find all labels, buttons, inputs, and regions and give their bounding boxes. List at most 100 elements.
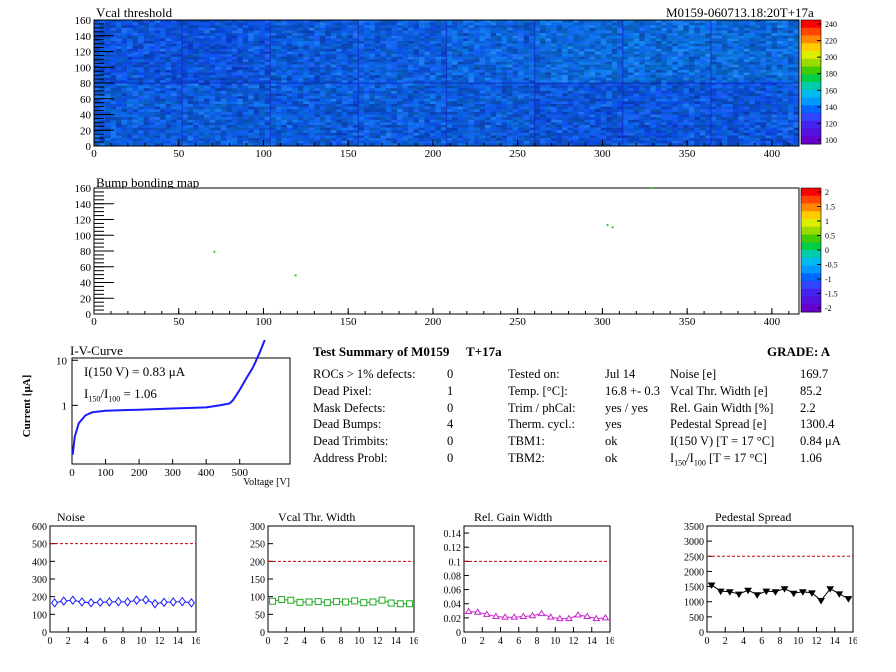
map1-cell (407, 30, 414, 34)
map1-cell (754, 75, 761, 79)
map1-cell (639, 25, 646, 29)
map1-cell (771, 20, 778, 23)
map1-cell (556, 69, 563, 73)
map1-cell (655, 117, 662, 121)
map1-cell (407, 111, 414, 115)
map1-cell (303, 41, 310, 44)
map1-cell (413, 77, 420, 81)
map1-cell (424, 38, 431, 42)
map1-cell (452, 30, 458, 34)
map1-cell (479, 51, 486, 55)
map1-cell (782, 111, 789, 115)
map1-cell (209, 117, 216, 121)
map1-cell (694, 43, 701, 47)
map1-cell (650, 106, 657, 110)
map1-cell (776, 77, 783, 81)
map1-cell (666, 30, 673, 34)
map1-cell (380, 117, 387, 121)
map1-cell (446, 109, 453, 113)
map1-cell (677, 46, 684, 50)
map1-cell (385, 106, 392, 110)
map1-cell (198, 51, 205, 55)
map1-cell (457, 85, 464, 89)
map1-cell (231, 75, 238, 79)
map1-cell (336, 43, 343, 47)
map1-cell (727, 27, 734, 31)
map1-cell (440, 96, 447, 100)
map1-cell (204, 83, 210, 86)
map1-cell (760, 33, 767, 37)
map1-cell (385, 98, 392, 102)
map1-cell (573, 64, 579, 68)
map1-cell (578, 80, 585, 84)
map1-cell (248, 109, 255, 113)
map1-cell (556, 75, 563, 79)
map1-cell (490, 85, 497, 89)
map1-cell (259, 72, 266, 76)
map1-cell (402, 114, 409, 118)
map1-cell (694, 51, 701, 55)
map1-cell (281, 67, 288, 71)
map1-cell (330, 106, 337, 110)
map1-cell (336, 109, 343, 113)
map1-cell (545, 98, 552, 102)
map1-cell (314, 98, 321, 102)
map1-cell (754, 72, 761, 76)
map1-cell (518, 35, 524, 39)
map1-cell (319, 101, 326, 105)
map1-cell (314, 80, 321, 84)
map1-cell (347, 38, 354, 42)
map1-cell (661, 114, 668, 118)
map1-cell (518, 27, 524, 31)
map1-cell (242, 75, 249, 79)
map1-cell (336, 41, 343, 44)
map1-cell (380, 98, 387, 102)
map1-cell (754, 88, 761, 92)
map1-cell (429, 75, 436, 79)
map1-cell (402, 33, 409, 37)
map1-cell (176, 22, 183, 26)
map1-cell (198, 101, 205, 105)
map1-cell (479, 104, 486, 107)
map1-cell (358, 109, 365, 113)
map1-cell (474, 101, 480, 105)
map1-cell (600, 27, 607, 31)
map1-cell (402, 51, 409, 55)
map1-cell (314, 56, 321, 60)
map1-cell (248, 117, 255, 121)
map1-cell (407, 67, 414, 71)
map1-cell (226, 64, 232, 68)
map1-cell (793, 20, 800, 23)
map1-cell (407, 98, 414, 102)
map1-cell (303, 106, 310, 110)
map1-cell (374, 106, 381, 110)
map1-cell (518, 43, 524, 47)
map1-cell (176, 101, 183, 105)
map1-cell (584, 101, 591, 105)
map1-cell (666, 109, 673, 113)
map1-cell (391, 59, 398, 63)
map1-cell (319, 85, 326, 89)
map1-cell (518, 59, 524, 63)
map1-cell (193, 22, 199, 26)
map1-cell (611, 27, 618, 31)
map1-cell (308, 48, 315, 52)
map1-cell (259, 27, 266, 31)
map1-cell (149, 25, 155, 29)
map1-cell (270, 46, 277, 50)
map1-cell (606, 41, 613, 44)
map1-cell (352, 69, 359, 73)
map1-cell (655, 25, 662, 29)
map1-cell (683, 41, 690, 44)
map1-cell (440, 98, 447, 102)
map1-cell (198, 30, 205, 34)
map1-cell (176, 41, 183, 44)
map1-cell (507, 48, 513, 52)
map1-cell (176, 90, 183, 94)
map1-cell (683, 80, 690, 84)
map1-cell (149, 54, 155, 58)
map1-cell (374, 35, 381, 39)
map1-cell (765, 56, 772, 60)
map1-cell (567, 72, 574, 76)
map1-cell (440, 72, 447, 76)
